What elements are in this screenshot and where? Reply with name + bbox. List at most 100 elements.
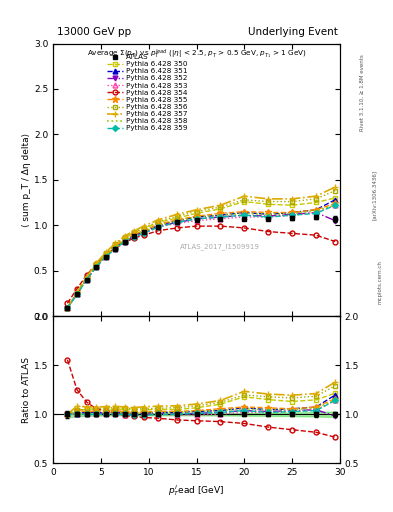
Pythia 6.428 351	[266, 211, 270, 218]
Pythia 6.428 354	[113, 245, 118, 251]
Pythia 6.428 357	[266, 196, 270, 202]
Pythia 6.428 350	[156, 220, 161, 226]
Line: Pythia 6.428 358: Pythia 6.428 358	[68, 205, 335, 308]
Pythia 6.428 354	[266, 228, 270, 234]
Pythia 6.428 357	[132, 227, 137, 233]
Pythia 6.428 353	[242, 214, 247, 220]
Pythia 6.428 359	[156, 224, 161, 230]
Pythia 6.428 352	[175, 220, 180, 226]
Pythia 6.428 354	[290, 230, 294, 237]
Pythia 6.428 352	[75, 291, 79, 297]
Pythia 6.428 352	[113, 245, 118, 251]
Pythia 6.428 354	[65, 300, 70, 306]
Pythia 6.428 352	[103, 253, 108, 259]
Pythia 6.428 354	[218, 223, 223, 229]
Pythia 6.428 355	[113, 243, 118, 249]
Pythia 6.428 354	[333, 239, 338, 245]
Pythia 6.428 350	[94, 261, 99, 267]
Pythia 6.428 355	[156, 221, 161, 227]
Line: Pythia 6.428 353: Pythia 6.428 353	[65, 203, 338, 310]
Pythia 6.428 350	[65, 305, 70, 311]
Y-axis label: Ratio to ATLAS: Ratio to ATLAS	[22, 357, 31, 423]
Pythia 6.428 353	[175, 220, 180, 226]
Pythia 6.428 356	[65, 305, 70, 311]
Pythia 6.428 356	[218, 204, 223, 210]
Pythia 6.428 357	[194, 207, 199, 213]
Pythia 6.428 359	[290, 212, 294, 218]
Pythia 6.428 351	[290, 209, 294, 216]
Pythia 6.428 357	[103, 249, 108, 255]
Pythia 6.428 354	[132, 235, 137, 241]
Pythia 6.428 355	[175, 217, 180, 223]
Legend: ATLAS, Pythia 6.428 350, Pythia 6.428 351, Pythia 6.428 352, Pythia 6.428 353, P: ATLAS, Pythia 6.428 350, Pythia 6.428 35…	[105, 53, 189, 133]
Pythia 6.428 356	[290, 199, 294, 205]
Pythia 6.428 355	[65, 305, 70, 311]
Pythia 6.428 357	[65, 305, 70, 311]
Pythia 6.428 359	[84, 276, 89, 283]
Pythia 6.428 356	[113, 241, 118, 247]
Pythia 6.428 355	[123, 237, 127, 243]
Pythia 6.428 354	[194, 223, 199, 229]
Pythia 6.428 350	[242, 199, 247, 205]
Line: Pythia 6.428 359: Pythia 6.428 359	[65, 203, 337, 310]
Line: Pythia 6.428 351: Pythia 6.428 351	[65, 197, 338, 310]
Pythia 6.428 352	[123, 239, 127, 245]
Pythia 6.428 357	[218, 202, 223, 208]
Pythia 6.428 359	[314, 210, 318, 217]
Pythia 6.428 351	[132, 232, 137, 238]
Pythia 6.428 352	[156, 223, 161, 229]
Pythia 6.428 358	[175, 218, 180, 224]
Pythia 6.428 356	[156, 219, 161, 225]
Pythia 6.428 357	[141, 223, 146, 229]
Pythia 6.428 354	[141, 232, 146, 238]
Pythia 6.428 357	[94, 260, 99, 266]
Pythia 6.428 350	[218, 206, 223, 212]
Pythia 6.428 352	[94, 264, 99, 270]
Pythia 6.428 350	[333, 195, 338, 201]
Pythia 6.428 351	[75, 291, 79, 297]
Pythia 6.428 352	[290, 211, 294, 218]
Pythia 6.428 354	[175, 225, 180, 231]
Pythia 6.428 358	[290, 210, 294, 217]
Pythia 6.428 356	[132, 228, 137, 234]
Pythia 6.428 358	[113, 244, 118, 250]
Pythia 6.428 353	[75, 291, 79, 297]
Pythia 6.428 356	[141, 225, 146, 231]
Pythia 6.428 353	[290, 212, 294, 218]
Pythia 6.428 355	[84, 276, 89, 282]
Pythia 6.428 356	[123, 234, 127, 240]
Pythia 6.428 358	[333, 202, 338, 208]
Text: 13000 GeV pp: 13000 GeV pp	[57, 27, 131, 37]
Pythia 6.428 355	[94, 262, 99, 268]
Pythia 6.428 352	[194, 216, 199, 222]
Pythia 6.428 352	[132, 233, 137, 239]
Pythia 6.428 358	[65, 305, 70, 311]
Pythia 6.428 359	[175, 220, 180, 226]
Pythia 6.428 354	[94, 261, 99, 267]
Pythia 6.428 352	[65, 305, 70, 311]
Pythia 6.428 351	[84, 276, 89, 282]
Pythia 6.428 359	[65, 305, 70, 311]
Pythia 6.428 352	[266, 213, 270, 219]
Pythia 6.428 357	[84, 274, 89, 280]
Pythia 6.428 359	[113, 246, 118, 252]
Pythia 6.428 352	[84, 276, 89, 283]
Pythia 6.428 353	[103, 254, 108, 260]
Pythia 6.428 357	[314, 193, 318, 199]
Pythia 6.428 356	[94, 261, 99, 267]
Pythia 6.428 351	[103, 253, 108, 259]
Pythia 6.428 356	[266, 199, 270, 205]
Pythia 6.428 352	[333, 218, 338, 224]
Pythia 6.428 359	[75, 291, 79, 297]
Pythia 6.428 359	[94, 264, 99, 270]
Pythia 6.428 350	[266, 201, 270, 207]
Pythia 6.428 353	[132, 234, 137, 240]
Text: Average $\Sigma(p_T)$ vs $p_T^{lead}$ ($|\eta|$ < 2.5, $p_T$ > 0.5 GeV, $p_{T_1}: Average $\Sigma(p_T)$ vs $p_T^{lead}$ ($…	[86, 48, 307, 61]
Pythia 6.428 350	[194, 210, 199, 217]
Line: Pythia 6.428 356: Pythia 6.428 356	[65, 188, 338, 310]
Text: ATLAS_2017_I1509919: ATLAS_2017_I1509919	[180, 243, 259, 250]
Pythia 6.428 353	[156, 224, 161, 230]
Pythia 6.428 354	[314, 232, 318, 238]
Pythia 6.428 350	[75, 290, 79, 296]
Pythia 6.428 351	[156, 222, 161, 228]
